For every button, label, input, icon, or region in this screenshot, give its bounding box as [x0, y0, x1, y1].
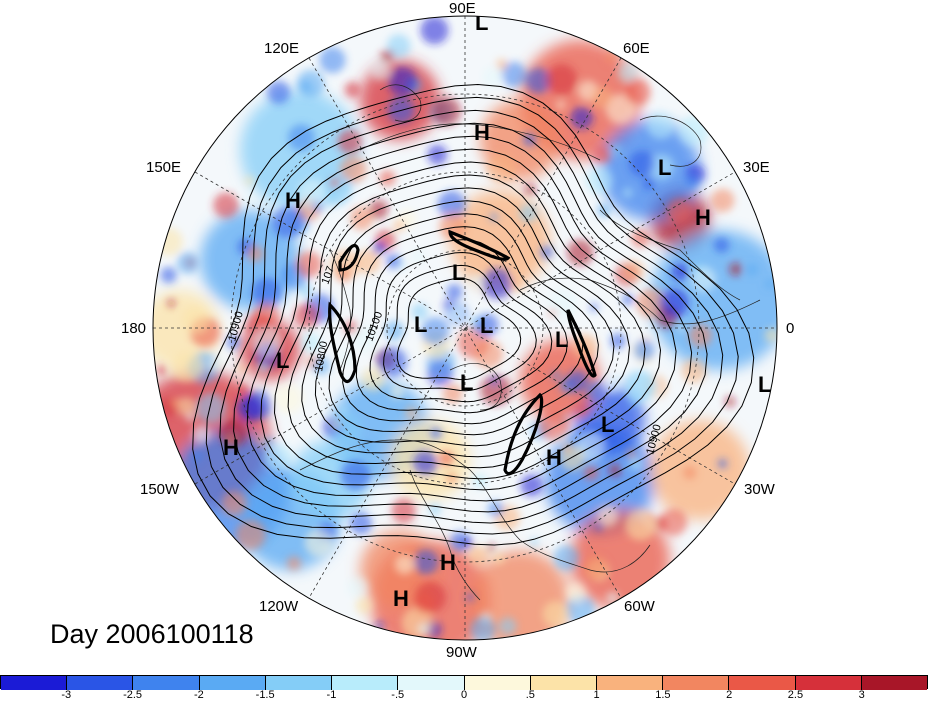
- colorbar-tick-label: 0: [460, 689, 468, 701]
- colorbar-segment: [265, 676, 333, 690]
- height-contours: [192, 83, 755, 546]
- colorbar-segment: [795, 676, 862, 690]
- height-contour: [246, 135, 693, 502]
- colorbar-tick-label: -1: [326, 689, 337, 701]
- contour-label: 10800: [313, 340, 330, 372]
- colorbar-tick-label: 2: [726, 689, 733, 701]
- height-contour: [192, 83, 755, 546]
- longitude-label: 120E: [264, 40, 300, 57]
- pressure-marker: L: [758, 372, 771, 397]
- longitude-label: 150E: [146, 159, 182, 176]
- longitude-label: 30E: [743, 159, 770, 176]
- graticule: [153, 16, 777, 640]
- polar-map: 10900 10800 10100 10900 107 L H L H H L …: [152, 10, 778, 641]
- colorbar-segment: [1, 676, 68, 690]
- pressure-marker: L: [658, 155, 671, 180]
- colorbar-tick-label: -.5: [391, 689, 405, 701]
- longitude-label: 120W: [259, 598, 299, 615]
- colorbar: [0, 675, 928, 690]
- colorbar-segment: [663, 676, 730, 690]
- colorbar-tick-label: .5: [525, 689, 535, 701]
- colorbar-segment: [464, 676, 531, 690]
- colorbar-segment: [332, 676, 399, 690]
- colorbar-tick-label: -2.5: [123, 689, 143, 701]
- colorbar-tick-label: -2: [193, 689, 204, 701]
- height-contour: [273, 161, 662, 480]
- height-contour: [383, 264, 537, 392]
- pressure-marker: L: [601, 412, 614, 437]
- height-contour: [342, 226, 584, 425]
- height-contour: [219, 109, 724, 524]
- longitude-label: 0: [786, 320, 795, 337]
- pressure-marker: H: [440, 550, 456, 575]
- pressure-marker: H: [546, 445, 562, 470]
- colorbar-tick-label: -1.5: [255, 689, 275, 701]
- colorbar-segment: [133, 676, 200, 690]
- colorbar-tick-label: 3: [858, 689, 865, 701]
- anomaly-field: 10900 10800 10100 10900 107 L H L H H L …: [153, 10, 777, 640]
- longitude-label: 90E: [449, 0, 476, 17]
- pressure-marker: L: [555, 327, 568, 352]
- map-title: Day 2006100118: [50, 619, 254, 649]
- longitude-label: 60E: [623, 40, 650, 57]
- longitude-label: 150W: [140, 481, 180, 498]
- height-contour: [369, 251, 553, 403]
- longitude-label: 90W: [446, 644, 477, 661]
- colorbar-segment: [729, 676, 796, 690]
- colorbar-tick-label: 1: [593, 689, 600, 701]
- pressure-marker: L: [452, 260, 465, 285]
- pressure-marker: L: [475, 10, 488, 35]
- height-contour: [233, 122, 708, 513]
- colorbar-tick-label: 1.5: [655, 689, 671, 701]
- pressure-marker: H: [474, 120, 490, 145]
- pressure-marker: L: [480, 313, 493, 338]
- pressure-marker: L: [414, 312, 427, 337]
- pressure-marker: H: [695, 205, 711, 230]
- colorbar-segment: [596, 676, 664, 690]
- height-contour: [301, 187, 631, 458]
- height-contour: [287, 174, 646, 469]
- longitude-label: 30W: [744, 481, 775, 498]
- height-contour: [205, 96, 739, 535]
- longitude-label: 60W: [624, 598, 655, 615]
- colorbar-tick-label: -3: [61, 689, 72, 701]
- longitude-label: 180: [121, 320, 147, 337]
- pressure-markers: L H L H H L L L L L L L L H H L H H: [223, 10, 771, 611]
- jet-streaks: [328, 229, 597, 476]
- pressure-marker: L: [276, 348, 289, 373]
- pressure-marker: L: [460, 370, 473, 395]
- height-contour: [396, 277, 522, 381]
- colorbar-segment: [861, 676, 928, 690]
- colorbar-tick-label: 2.5: [787, 689, 804, 701]
- pressure-marker: H: [285, 188, 301, 213]
- map-boundary: [152, 15, 778, 641]
- pressure-marker: H: [223, 435, 239, 460]
- colorbar-segment: [67, 676, 134, 690]
- colorbar-segment: [199, 676, 266, 690]
- height-contour: [260, 148, 677, 491]
- pressure-marker: H: [393, 586, 409, 611]
- colorbar-segment: [398, 676, 465, 690]
- height-contour: [314, 200, 615, 447]
- colorbar-segment: [530, 676, 597, 690]
- contour-label: 107: [320, 265, 338, 286]
